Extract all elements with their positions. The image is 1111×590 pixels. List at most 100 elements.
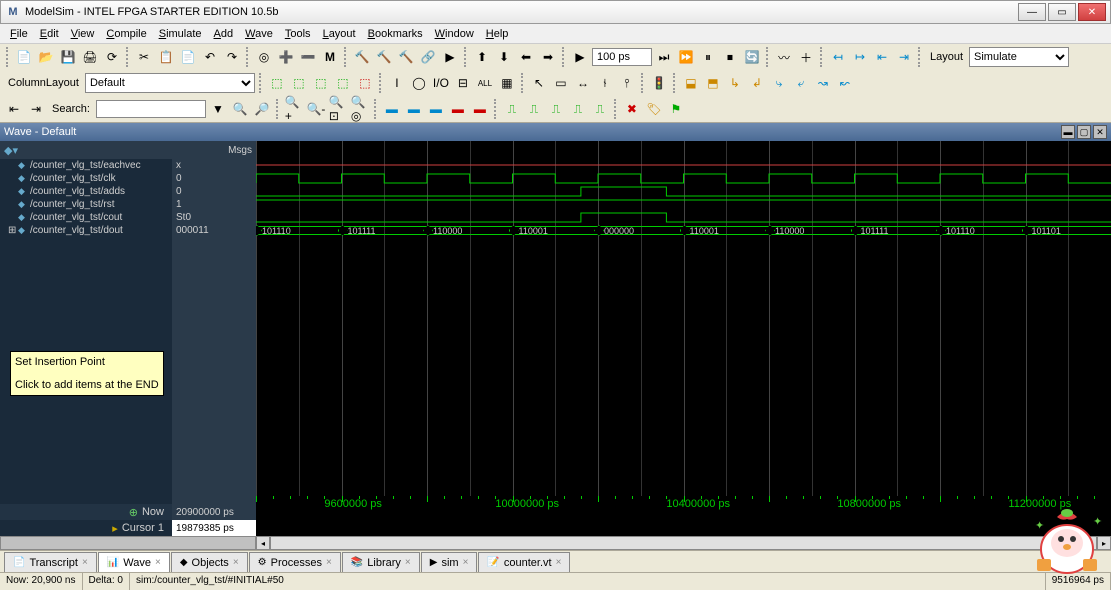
signal-row[interactable]: ◆/counter_vlg_tst/eachvec (0, 159, 172, 172)
target-icon[interactable]: ◎ (254, 47, 274, 67)
restart-icon[interactable]: 🔄 (742, 47, 762, 67)
cut-icon[interactable]: ✂ (134, 47, 154, 67)
signal-icon-3[interactable]: ⬚ (311, 73, 331, 93)
break-icon[interactable]: ⏸ (698, 47, 718, 67)
tab-processes[interactable]: ⚙Processes× (249, 552, 341, 572)
paste-icon[interactable]: 📄 (178, 47, 198, 67)
wave-fmt-2-icon[interactable]: ▬ (404, 99, 424, 119)
edge-5-icon[interactable]: ⤷ (769, 73, 789, 93)
tab-close-icon[interactable]: × (463, 557, 469, 568)
tab-close-icon[interactable]: × (405, 557, 411, 568)
tab-objects[interactable]: ◆Objects× (171, 552, 248, 572)
cursor-edge-prev-icon[interactable]: ⇤ (872, 47, 892, 67)
left-arrow-icon[interactable]: ⬅ (516, 47, 536, 67)
maximize-button[interactable]: ▭ (1048, 3, 1076, 21)
edge-2-icon[interactable]: ⬒ (703, 73, 723, 93)
menu-add[interactable]: Add (208, 26, 240, 42)
column-layout-select[interactable]: Default (85, 73, 255, 93)
edge-4-icon[interactable]: ↲ (747, 73, 767, 93)
search-next-icon[interactable]: 🔎 (252, 99, 272, 119)
zoom-in-icon[interactable]: 🔍+ (284, 99, 304, 119)
tab-close-icon[interactable]: × (82, 557, 88, 568)
menu-layout[interactable]: Layout (317, 26, 362, 42)
expand-icon[interactable]: ⊞ (8, 225, 18, 236)
signal-row[interactable]: ◆/counter_vlg_tst/cout (0, 211, 172, 224)
edge-8-icon[interactable]: ↜ (835, 73, 855, 93)
step-2-icon[interactable]: ⎍ (524, 99, 544, 119)
signal-icon-5[interactable]: ⬚ (355, 73, 375, 93)
wave-close-icon[interactable]: ✕ (1093, 125, 1107, 139)
tab-close-icon[interactable]: × (326, 557, 332, 568)
scroll-right-icon[interactable]: ▸ (1097, 536, 1111, 550)
tab-sim[interactable]: ▶sim× (421, 552, 478, 572)
add-icon[interactable]: ➕ (276, 47, 296, 67)
signal-icon-1[interactable]: ⬚ (267, 73, 287, 93)
edge-7-icon[interactable]: ↝ (813, 73, 833, 93)
tab-transcript[interactable]: 📄Transcript× (4, 552, 97, 572)
add-wave-icon[interactable]: ＋ (796, 47, 816, 67)
copy-icon[interactable]: 📋 (156, 47, 176, 67)
cursor-icon[interactable]: ↖ (529, 73, 549, 93)
up-arrow-icon[interactable]: ⬆ (472, 47, 492, 67)
step-3-icon[interactable]: ⎍ (546, 99, 566, 119)
tune-icon[interactable]: ⫮ (595, 73, 615, 93)
menu-tools[interactable]: Tools (279, 26, 317, 42)
layout-select[interactable]: Simulate (969, 47, 1069, 67)
menu-compile[interactable]: Compile (100, 26, 152, 42)
scroll-left-icon[interactable]: ◂ (256, 536, 270, 550)
menu-bookmarks[interactable]: Bookmarks (362, 26, 429, 42)
step-1-icon[interactable]: ⎍ (502, 99, 522, 119)
traffic-icon[interactable]: 🚦 (649, 73, 669, 93)
flag-icon[interactable]: ⚑ (666, 99, 686, 119)
new-icon[interactable]: 📄 (14, 47, 34, 67)
stop-icon[interactable]: ⏹ (720, 47, 740, 67)
down-arrow-icon[interactable]: ⬇ (494, 47, 514, 67)
measure-icon[interactable]: ↔ (573, 73, 593, 93)
right-arrow-icon[interactable]: ➡ (538, 47, 558, 67)
menu-view[interactable]: View (65, 26, 101, 42)
tab-library[interactable]: 📚Library× (342, 552, 420, 572)
edge-3-icon[interactable]: ↳ (725, 73, 745, 93)
format-3-icon[interactable]: I/O (431, 73, 451, 93)
mem-icon[interactable]: M (320, 47, 340, 67)
run-step-icon[interactable]: ⏭ (654, 47, 674, 67)
zoom-full-icon[interactable]: 🔍◎ (350, 99, 370, 119)
collapse-icon[interactable]: ⇤ (4, 99, 24, 119)
wave-fmt-4-icon[interactable]: ▬ (448, 99, 468, 119)
zoom-out-icon[interactable]: 🔍- (306, 99, 326, 119)
compile-icon[interactable]: 🔨 (352, 47, 372, 67)
signal-row[interactable]: ◆/counter_vlg_tst/clk (0, 172, 172, 185)
step-4-icon[interactable]: ⎍ (568, 99, 588, 119)
tab-wave[interactable]: 📊Wave× (98, 552, 170, 572)
tab-close-icon[interactable]: × (556, 557, 562, 568)
refresh-icon[interactable]: ⟳ (102, 47, 122, 67)
compile-all-icon[interactable]: 🔨 (374, 47, 394, 67)
search-input[interactable] (96, 100, 206, 118)
horizontal-scroll[interactable]: ◂ ▸ (0, 536, 1111, 550)
sim-icon[interactable]: ▶ (440, 47, 460, 67)
tag-icon[interactable]: 🏷 (644, 99, 664, 119)
tab-counter-vt[interactable]: 📝counter.vt× (478, 552, 570, 572)
select-icon[interactable]: ▭ (551, 73, 571, 93)
tab-close-icon[interactable]: × (233, 557, 239, 568)
signal-row[interactable]: ◆/counter_vlg_tst/rst (0, 198, 172, 211)
run-time-input[interactable] (592, 48, 652, 66)
wave-canvas[interactable]: 9600000 ps10000000 ps10400000 ps10800000… (256, 141, 1111, 536)
step-5-icon[interactable]: ⎍ (590, 99, 610, 119)
menu-window[interactable]: Window (429, 26, 480, 42)
format-1-icon[interactable]: I (387, 73, 407, 93)
edge-6-icon[interactable]: ⤶ (791, 73, 811, 93)
save-icon[interactable]: 💾 (58, 47, 78, 67)
menu-help[interactable]: Help (480, 26, 515, 42)
grid-icon[interactable]: ▦ (497, 73, 517, 93)
cursor-prev-icon[interactable]: ↤ (828, 47, 848, 67)
menu-simulate[interactable]: Simulate (153, 26, 208, 42)
expand-icon[interactable]: ⇥ (26, 99, 46, 119)
menu-file[interactable]: File (4, 26, 34, 42)
compile-sel-icon[interactable]: 🔨 (396, 47, 416, 67)
wave-max-icon[interactable]: ▢ (1077, 125, 1091, 139)
remove-icon[interactable]: ➖ (298, 47, 318, 67)
run-icon[interactable]: ▶ (570, 47, 590, 67)
menu-edit[interactable]: Edit (34, 26, 65, 42)
run-all-icon[interactable]: ⏩ (676, 47, 696, 67)
